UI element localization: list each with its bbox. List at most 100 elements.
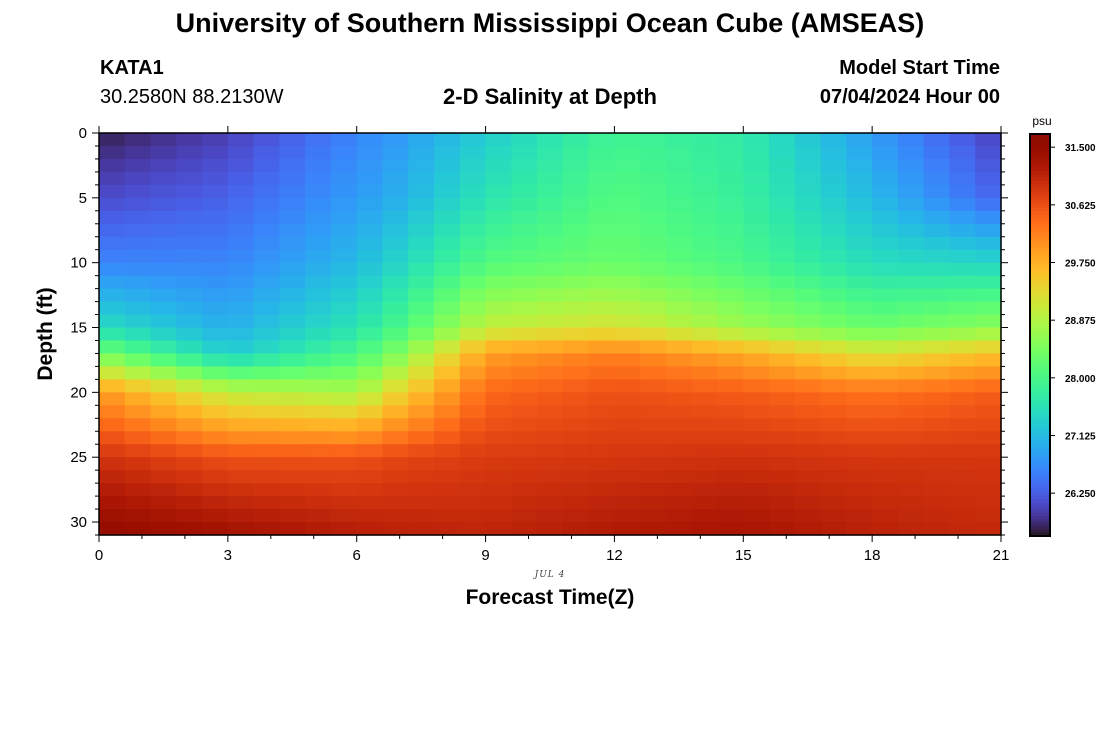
heatmap-cell xyxy=(537,483,564,497)
heatmap-cell xyxy=(305,405,332,419)
heatmap-cell xyxy=(691,314,719,329)
heatmap-cell xyxy=(150,522,177,536)
heatmap-cell xyxy=(691,366,719,380)
heatmap-cell xyxy=(408,444,435,458)
heatmap-cell xyxy=(330,314,358,329)
heatmap-cell xyxy=(227,223,255,238)
heatmap-cell xyxy=(305,184,332,199)
heatmap-cell xyxy=(846,496,873,510)
heatmap-cell xyxy=(614,262,641,277)
heatmap-cell xyxy=(769,457,796,471)
heatmap-cell xyxy=(846,145,873,160)
heatmap-cell xyxy=(253,418,280,432)
heatmap-cell xyxy=(408,470,435,484)
heatmap-cell xyxy=(897,171,925,186)
heatmap-cell xyxy=(588,522,616,536)
heatmap-cell xyxy=(382,496,409,510)
colorbar-swatch xyxy=(1030,324,1050,329)
colorbar-swatch xyxy=(1030,321,1050,326)
heatmap-cell xyxy=(485,249,512,264)
heatmap-cell xyxy=(150,184,177,199)
heatmap-cell xyxy=(382,145,409,160)
heatmap-cell xyxy=(124,197,152,212)
heatmap-cell xyxy=(769,379,796,393)
heatmap-cell xyxy=(794,171,822,186)
heatmap-cell xyxy=(794,223,822,238)
heatmap-cell xyxy=(537,262,564,277)
heatmap-cell xyxy=(176,327,203,342)
heatmap-cell xyxy=(640,223,667,238)
heatmap-cell xyxy=(305,509,332,523)
heatmap-cell xyxy=(640,483,667,497)
heatmap-cell xyxy=(202,184,229,199)
heatmap-cell xyxy=(743,522,770,536)
heatmap-cell xyxy=(253,145,280,160)
heatmap-cell xyxy=(717,340,744,355)
colorbar-swatch xyxy=(1030,221,1050,225)
heatmap-cell xyxy=(640,340,667,355)
heatmap-cell xyxy=(279,210,306,225)
heatmap-cell xyxy=(99,444,126,458)
heatmap-cell xyxy=(434,301,461,316)
heatmap-cell xyxy=(897,275,925,290)
colorbar-swatch xyxy=(1030,134,1050,138)
heatmap-cell xyxy=(382,431,409,445)
heatmap-cell xyxy=(537,275,564,290)
heatmap-cell xyxy=(124,340,152,355)
heatmap-cell xyxy=(511,314,538,329)
heatmap-cell xyxy=(434,314,461,329)
colorbar-swatch xyxy=(1030,368,1050,373)
heatmap-cell xyxy=(227,262,255,277)
heatmap-cell xyxy=(846,509,873,523)
colorbar-swatch xyxy=(1030,452,1050,457)
heatmap-cell xyxy=(356,236,384,251)
heatmap-cell xyxy=(408,327,435,342)
heatmap-cell xyxy=(588,379,616,393)
heatmap-cell xyxy=(717,496,744,510)
heatmap-cell xyxy=(459,184,487,199)
heatmap-cell xyxy=(588,353,616,368)
colorbar-swatch xyxy=(1030,432,1050,436)
heatmap-cell xyxy=(485,314,512,329)
heatmap-cell xyxy=(305,340,332,355)
heatmap-cell xyxy=(124,275,152,290)
heatmap-cell xyxy=(202,483,229,497)
heatmap-cell xyxy=(253,223,280,238)
heatmap-cell xyxy=(872,340,899,355)
heatmap-cell xyxy=(408,392,435,406)
heatmap-cell xyxy=(769,496,796,510)
colorbar-swatch xyxy=(1030,211,1050,215)
heatmap-cell xyxy=(923,171,951,186)
heatmap-cell xyxy=(872,392,899,406)
heatmap-cell xyxy=(253,288,280,303)
heatmap-cell xyxy=(356,327,384,342)
heatmap-cell xyxy=(872,483,899,497)
heatmap-cell xyxy=(408,522,435,536)
heatmap-cell xyxy=(330,392,358,406)
heatmap-cell xyxy=(872,223,899,238)
colorbar-swatch xyxy=(1030,197,1050,202)
heatmap-cell xyxy=(923,405,951,419)
heatmap-cell xyxy=(150,171,177,186)
heatmap-cell xyxy=(408,197,435,212)
heatmap-cell xyxy=(588,431,616,445)
colorbar-swatch xyxy=(1030,405,1050,410)
heatmap-cell xyxy=(459,353,487,368)
heatmap-cell xyxy=(99,223,126,238)
heatmap-cell xyxy=(434,197,461,212)
heatmap-cell xyxy=(949,366,976,380)
heatmap-cell xyxy=(150,405,177,419)
heatmap-cell xyxy=(923,483,951,497)
heatmap-cell xyxy=(846,158,873,173)
heatmap-cell xyxy=(769,236,796,251)
heatmap-cell xyxy=(124,418,152,432)
heatmap-cell xyxy=(975,366,1002,380)
x-tick-label: 18 xyxy=(864,547,881,564)
heatmap-cell xyxy=(717,249,744,264)
heatmap-cell xyxy=(356,444,384,458)
heatmap-cell xyxy=(176,509,203,523)
heatmap-cell xyxy=(485,379,512,393)
heatmap-cell xyxy=(305,249,332,264)
heatmap-cell xyxy=(820,275,847,290)
heatmap-cell xyxy=(176,431,203,445)
